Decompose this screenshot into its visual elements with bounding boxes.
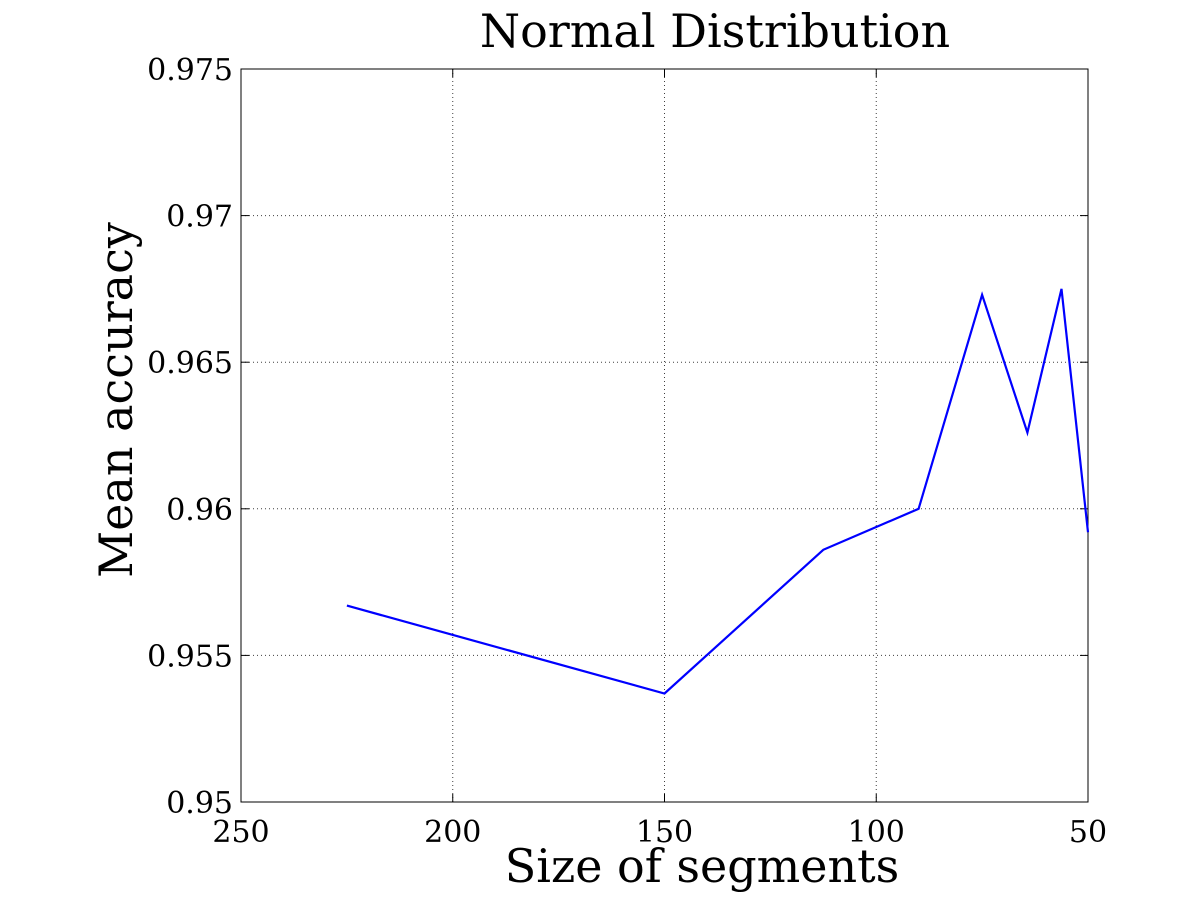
y-axis-label: Mean accuracy [89,222,143,578]
x-tick-label: 200 [424,815,481,850]
x-tick-label: 50 [1069,815,1107,850]
x-tick-label: 150 [636,815,693,850]
y-tick-label: 0.95 [166,786,233,821]
y-tick-label: 0.975 [147,53,233,88]
chart-title: Normal Distribution [480,4,950,58]
x-tick-label: 100 [848,815,905,850]
y-tick-label: 0.955 [147,639,233,674]
y-tick-label: 0.97 [166,200,233,235]
series-group [346,288,1090,695]
y-tick-label: 0.96 [166,493,233,528]
y-tick-label: 0.965 [147,346,233,381]
ticks: 250 200 150 100 50 0.95 0.955 0.96 0.965 0.97 0.97… [147,53,1107,850]
series-line-0 [346,288,1090,695]
x-axis-label: Size of segments [505,839,899,893]
x-tick-label: 250 [212,815,269,850]
